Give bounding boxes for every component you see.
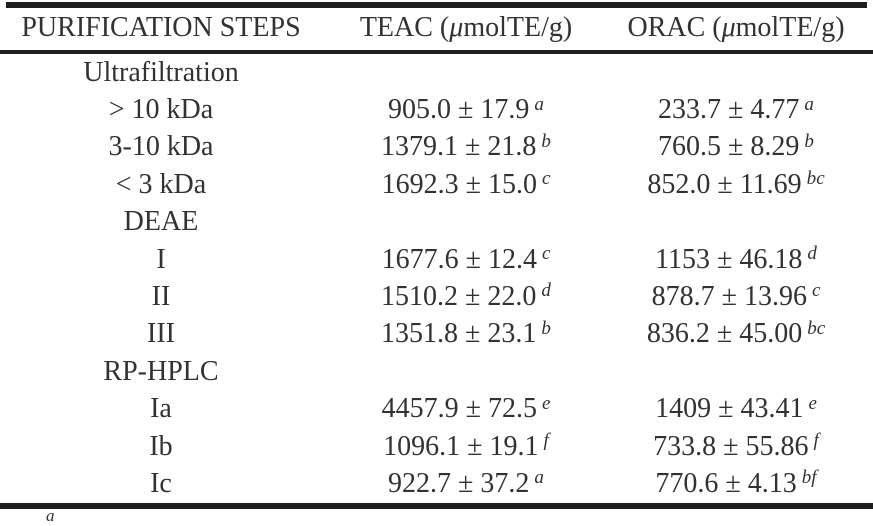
header-purification-steps: PURIFICATION STEPS: [0, 12, 322, 44]
teac-value: 1351.8 ± 23.1: [381, 318, 537, 350]
orac-value: 760.5 ± 8.29: [658, 131, 800, 163]
table-header-row: PURIFICATION STEPS TEAC (μmolTE/g) ORAC …: [0, 6, 873, 50]
step-cell: < 3 kDa: [115, 168, 207, 200]
teac-significance-superscript: d: [541, 280, 551, 302]
table-row: < 3 kDa 1692.3 ± 15.0 c 852.0 ± 11.69 bc: [0, 166, 873, 203]
teac-significance-superscript: c: [541, 243, 551, 265]
orac-value: 1153 ± 46.18: [655, 243, 803, 275]
table-row: III 1351.8 ± 23.1 b 836.2 ± 45.00 bc: [0, 316, 873, 353]
header-purification-steps-label: PURIFICATION STEPS: [21, 12, 301, 43]
orac-cell: 1153 ± 46.18 d: [610, 244, 862, 276]
teac-value: 1096.1 ± 19.1: [383, 430, 539, 462]
orac-value: 733.8 ± 55.86: [653, 430, 809, 462]
table-row: Ic 922.7 ± 37.2 a 770.6 ± 4.13 bf: [0, 465, 873, 502]
header-orac: ORAC (μmolTE/g): [610, 12, 862, 44]
step-cell: I: [156, 243, 166, 275]
orac-significance-superscript: b: [804, 130, 814, 152]
teac-cell: 1351.8 ± 23.1 b: [322, 318, 610, 350]
header-separator-rule: [0, 50, 873, 54]
table-row: Ultrafiltration: [0, 54, 873, 91]
teac-value: 1677.6 ± 12.4: [381, 243, 537, 275]
teac-value: 1510.2 ± 22.0: [381, 281, 537, 313]
footnote-marker: a: [46, 506, 55, 525]
teac-significance-superscript: b: [541, 317, 551, 339]
orac-value: 1409 ± 43.41: [655, 393, 804, 425]
teac-value: 4457.9 ± 72.5: [381, 393, 537, 425]
step-cell: II: [151, 281, 171, 313]
header-orac-label-post: molTE/g): [735, 12, 845, 43]
table-row: 3-10 kDa 1379.1 ± 21.8 b 760.5 ± 8.29 b: [0, 129, 873, 166]
teac-cell: 1692.3 ± 15.0 c: [322, 169, 610, 201]
table-row: RP-HPLC: [0, 353, 873, 390]
teac-cell: 1096.1 ± 19.1 f: [322, 431, 610, 463]
orac-significance-superscript: e: [808, 392, 817, 414]
orac-significance-superscript: bc: [806, 168, 825, 190]
step-cell: Ultrafiltration: [83, 56, 239, 88]
orac-cell: 878.7 ± 13.96 c: [610, 281, 862, 313]
step-cell: DEAE: [123, 206, 199, 238]
table-body: Ultrafiltration > 10 kDa 905.0 ± 17.9 a 2…: [0, 54, 873, 503]
orac-significance-superscript: bc: [807, 317, 826, 339]
orac-significance-superscript: d: [807, 243, 817, 265]
teac-value: 905.0 ± 17.9: [388, 94, 530, 126]
table-row: Ib 1096.1 ± 19.1 f 733.8 ± 55.86 f: [0, 428, 873, 465]
teac-value: 1692.3 ± 15.0: [381, 168, 537, 200]
bottom-rule: [0, 503, 873, 509]
step-cell: Ia: [150, 393, 172, 425]
teac-value: 922.7 ± 37.2: [388, 467, 530, 499]
teac-cell: 905.0 ± 17.9 a: [322, 94, 610, 126]
orac-value: 878.7 ± 13.96: [651, 281, 807, 313]
mu-symbol: μ: [449, 12, 464, 43]
teac-cell: 922.7 ± 37.2 a: [322, 468, 610, 500]
orac-cell: 770.6 ± 4.13 bf: [610, 468, 862, 500]
teac-cell: 1379.1 ± 21.8 b: [322, 131, 610, 163]
top-rule: [6, 2, 867, 8]
teac-significance-superscript: c: [541, 168, 551, 190]
teac-significance-superscript: f: [543, 430, 549, 452]
header-teac: TEAC (μmolTE/g): [322, 12, 610, 44]
orac-value: 233.7 ± 4.77: [658, 94, 800, 126]
orac-cell: 760.5 ± 8.29 b: [610, 131, 862, 163]
table-row: II 1510.2 ± 22.0 d 878.7 ± 13.96 c: [0, 278, 873, 315]
step-cell: 3-10 kDa: [108, 131, 214, 163]
table-row: > 10 kDa 905.0 ± 17.9 a 233.7 ± 4.77 a: [0, 91, 873, 128]
teac-significance-superscript: a: [534, 93, 544, 115]
orac-value: 836.2 ± 45.00: [646, 318, 803, 350]
teac-cell: 4457.9 ± 72.5 e: [322, 393, 610, 425]
orac-value: 770.6 ± 4.13: [655, 467, 797, 499]
orac-significance-superscript: c: [811, 280, 821, 302]
teac-value: 1379.1 ± 21.8: [381, 131, 537, 163]
teac-cell: 1677.6 ± 12.4 c: [322, 244, 610, 276]
teac-significance-superscript: a: [534, 467, 544, 489]
table-row: Ia 4457.9 ± 72.5 e 1409 ± 43.41 e: [0, 391, 873, 428]
step-cell: Ib: [149, 430, 173, 462]
mu-symbol: μ: [721, 12, 736, 43]
orac-significance-superscript: bf: [801, 467, 817, 489]
teac-significance-superscript: b: [541, 130, 551, 152]
table-row: I 1677.6 ± 12.4 c 1153 ± 46.18 d: [0, 241, 873, 278]
orac-cell: 852.0 ± 11.69 bc: [610, 169, 862, 201]
orac-cell: 1409 ± 43.41 e: [610, 393, 862, 425]
orac-cell: 836.2 ± 45.00 bc: [610, 318, 862, 350]
step-cell: RP-HPLC: [103, 355, 219, 387]
orac-significance-superscript: a: [804, 93, 814, 115]
orac-cell: 733.8 ± 55.86 f: [610, 431, 862, 463]
step-cell: III: [147, 318, 175, 350]
table-row: DEAE: [0, 204, 873, 241]
orac-value: 852.0 ± 11.69: [647, 168, 802, 200]
step-cell: > 10 kDa: [108, 94, 214, 126]
step-cell: Ic: [150, 467, 172, 499]
teac-cell: 1510.2 ± 22.0 d: [322, 281, 610, 313]
orac-significance-superscript: f: [813, 430, 819, 452]
header-teac-label-pre: TEAC (: [359, 12, 450, 43]
header-orac-label-pre: ORAC (: [627, 12, 722, 43]
orac-cell: 233.7 ± 4.77 a: [610, 94, 862, 126]
header-teac-label-post: molTE/g): [463, 12, 573, 43]
teac-significance-superscript: e: [541, 392, 551, 414]
